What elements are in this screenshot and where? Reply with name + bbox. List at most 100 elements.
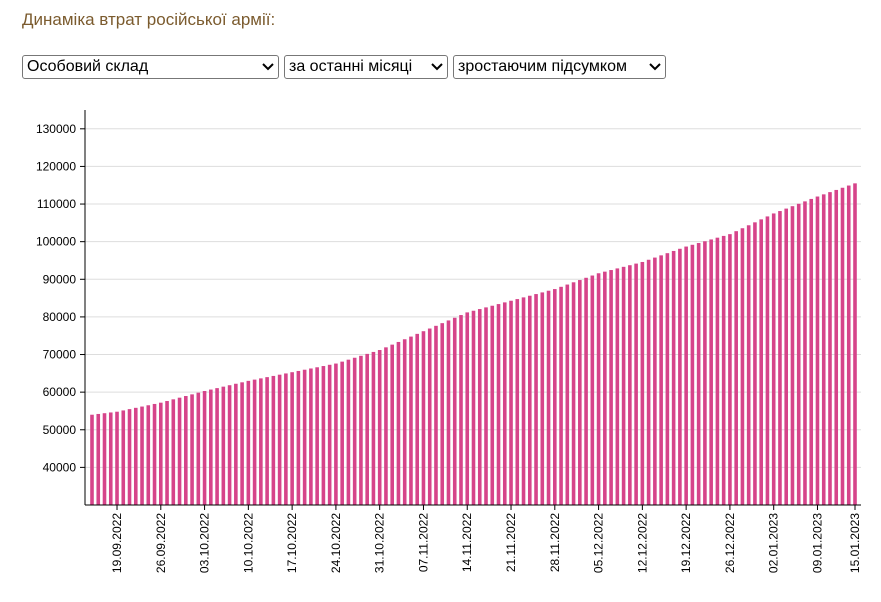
bar — [578, 280, 582, 505]
bar — [127, 409, 132, 505]
x-tick-label: 17.10.2022 — [285, 513, 299, 573]
bar — [440, 323, 445, 505]
bar — [590, 275, 595, 505]
y-tick-label: 70000 — [43, 348, 77, 362]
x-tick-label: 15.01.2023 — [848, 513, 862, 573]
bar — [634, 263, 638, 505]
bar — [327, 364, 332, 505]
bar — [452, 317, 457, 505]
bar — [502, 302, 507, 505]
bar — [459, 315, 463, 505]
bar — [678, 248, 682, 505]
bar — [734, 231, 738, 505]
bar — [409, 336, 413, 505]
dropdown-label: зростаючим підсумком — [458, 58, 627, 75]
bar — [359, 355, 363, 505]
bar — [728, 234, 732, 505]
bar — [334, 363, 338, 505]
bar — [340, 361, 344, 505]
bar — [796, 203, 801, 505]
bar — [321, 366, 326, 505]
bar — [527, 295, 532, 505]
bar — [252, 379, 257, 505]
bar — [778, 211, 782, 505]
bar — [784, 208, 789, 505]
bar — [96, 413, 101, 505]
bar — [746, 225, 751, 505]
bar — [290, 372, 294, 505]
bar — [609, 270, 613, 505]
bar — [490, 305, 495, 505]
bar — [521, 297, 526, 505]
chevron — [431, 63, 443, 71]
bar — [352, 357, 357, 505]
bar — [184, 396, 188, 505]
bar — [171, 399, 176, 505]
bar — [196, 392, 201, 505]
bar — [515, 299, 520, 505]
bar — [559, 286, 563, 505]
bar — [809, 198, 814, 505]
bar — [571, 282, 576, 505]
x-tick-label: 02.01.2023 — [767, 513, 781, 573]
bar — [102, 413, 107, 505]
bar — [546, 290, 551, 505]
bar — [596, 273, 601, 505]
dropdown[interactable]: за останні місяці — [284, 55, 448, 79]
x-tick-label: 28.11.2022 — [548, 513, 562, 572]
bar — [434, 325, 438, 505]
x-tick-label: 21.11.2022 — [504, 513, 518, 572]
controls: Особовий склад за останні місяці зростаючи… — [22, 55, 666, 79]
bar — [646, 259, 651, 505]
bar — [415, 333, 420, 505]
bar — [753, 222, 757, 505]
bar — [90, 414, 94, 505]
bar — [402, 339, 407, 505]
bar — [152, 403, 157, 505]
bar — [846, 185, 851, 505]
bar — [121, 410, 126, 505]
bar — [821, 194, 826, 505]
y-tick-label: 100000 — [36, 235, 76, 249]
y-tick-label: 130000 — [36, 122, 76, 136]
bar — [215, 388, 219, 505]
x-tick-label: 12.12.2022 — [635, 513, 649, 573]
bar — [390, 344, 394, 505]
bar — [427, 328, 432, 505]
y-tick-label: 110000 — [37, 197, 76, 211]
bar — [202, 391, 207, 505]
bar — [296, 370, 301, 505]
bar — [209, 389, 213, 505]
bar — [246, 380, 251, 505]
page-title: Динаміка втрат російської армії: — [22, 10, 276, 29]
bar — [133, 407, 138, 505]
bar — [603, 271, 607, 505]
bar — [615, 268, 620, 505]
bar — [115, 411, 119, 505]
bar — [471, 310, 476, 505]
bar — [715, 237, 720, 505]
dropdown[interactable]: Особовий склад — [22, 55, 279, 79]
x-tick-label: 03.10.2022 — [198, 513, 212, 573]
bar — [165, 401, 169, 505]
dropdown[interactable]: зростаючим підсумком — [453, 55, 666, 79]
chevron — [649, 63, 661, 71]
bar — [771, 213, 776, 505]
bar — [815, 196, 820, 505]
y-tick-label: 40000 — [43, 460, 77, 474]
x-tick-label: 26.12.2022 — [723, 513, 737, 573]
bar — [690, 244, 695, 505]
bar — [740, 228, 745, 505]
bar — [146, 405, 151, 505]
bar — [853, 183, 857, 505]
bar — [302, 369, 307, 505]
x-tick-label: 05.12.2022 — [592, 513, 606, 573]
bar — [421, 331, 426, 505]
bar — [684, 246, 688, 506]
bar — [534, 294, 538, 505]
bar — [790, 206, 795, 506]
bar — [259, 378, 263, 505]
bar — [384, 347, 388, 505]
x-tick-label: 24.10.2022 — [329, 513, 343, 573]
